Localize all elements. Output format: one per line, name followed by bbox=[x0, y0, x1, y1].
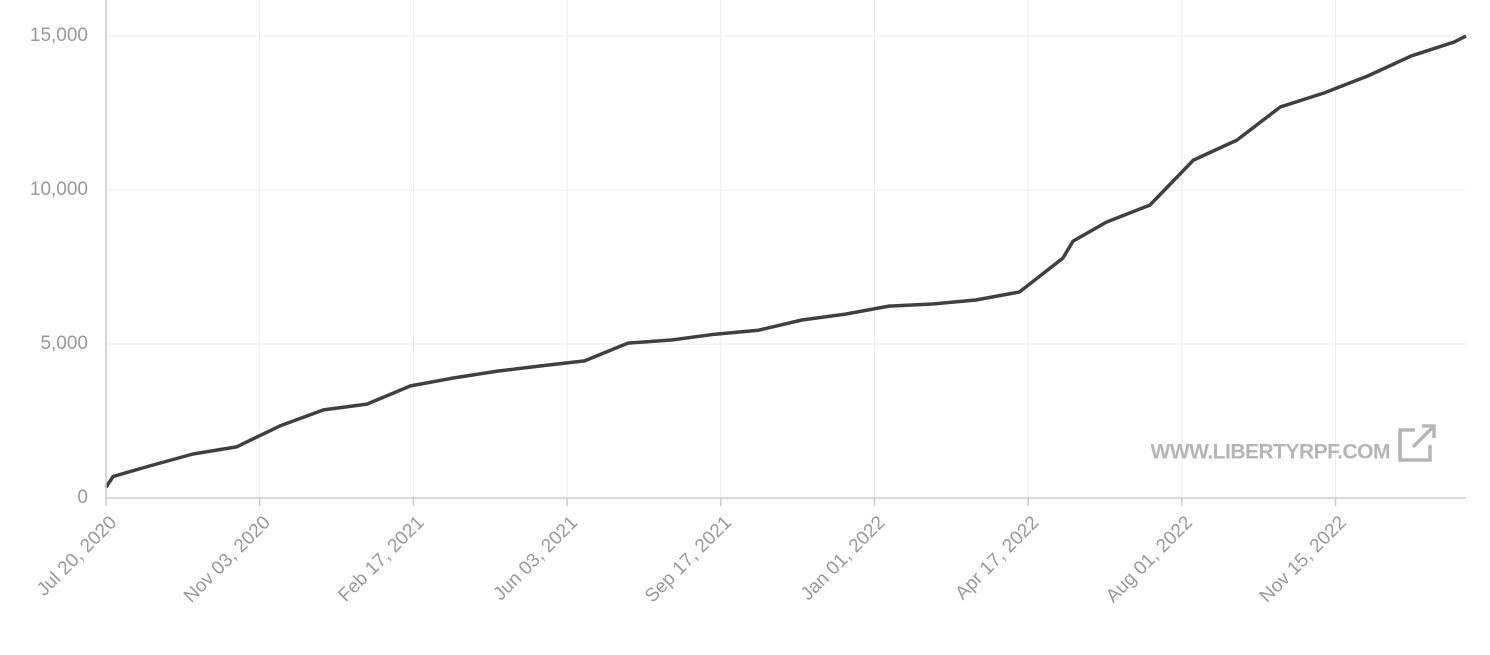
y-tick-label: 0 bbox=[77, 487, 88, 508]
x-tick-label: Jul 20, 2020 bbox=[33, 512, 121, 600]
x-tick-label: Apr 17, 2022 bbox=[951, 512, 1043, 604]
x-tick-label: Feb 17, 2021 bbox=[334, 512, 428, 606]
data-line bbox=[104, 34, 1467, 489]
x-tick-label: Sep 17, 2021 bbox=[641, 512, 736, 607]
y-tick-label: 15,000 bbox=[30, 25, 88, 46]
x-tick-label: Nov 15, 2022 bbox=[1256, 512, 1351, 607]
y-tick-label: 5,000 bbox=[40, 333, 88, 354]
watermark: WWW.LIBERTYRPF.COM bbox=[1151, 441, 1390, 464]
y-tick-label: 10,000 bbox=[30, 179, 88, 200]
x-tick-label: Aug 01, 2022 bbox=[1102, 512, 1197, 607]
x-tick-label: Jan 01, 2022 bbox=[797, 512, 890, 605]
x-tick-label: Jun 03, 2021 bbox=[490, 512, 583, 605]
external-link-icon bbox=[1398, 424, 1436, 462]
x-tick-label: Nov 03, 2020 bbox=[180, 512, 275, 607]
